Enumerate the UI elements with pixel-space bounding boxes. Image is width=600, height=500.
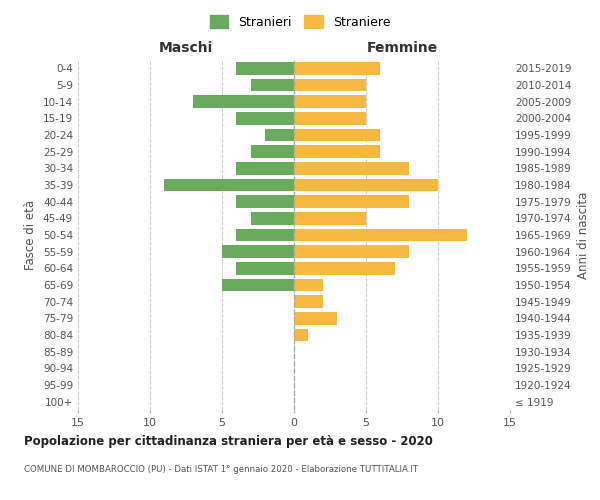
Text: Popolazione per cittadinanza straniera per età e sesso - 2020: Popolazione per cittadinanza straniera p… [24,435,433,448]
Bar [294,96,366,108]
Y-axis label: Anni di nascita: Anni di nascita [577,192,590,278]
Bar [294,212,366,224]
Bar [294,196,409,208]
Bar [236,62,294,74]
Bar [251,212,294,224]
Bar [236,162,294,174]
Bar [294,129,380,141]
Bar [294,262,395,274]
Bar [294,146,380,158]
Bar [236,196,294,208]
Text: Maschi: Maschi [159,41,213,55]
Bar [294,329,308,341]
Bar [236,229,294,241]
Bar [294,62,380,74]
Bar [236,262,294,274]
Bar [294,112,366,124]
Y-axis label: Fasce di età: Fasce di età [25,200,37,270]
Bar [251,146,294,158]
Bar [294,279,323,291]
Legend: Stranieri, Straniere: Stranieri, Straniere [206,11,394,32]
Bar [294,162,409,174]
Bar [222,279,294,291]
Bar [294,229,467,241]
Bar [294,179,438,192]
Bar [265,129,294,141]
Bar [236,112,294,124]
Bar [222,246,294,258]
Bar [294,246,409,258]
Bar [294,296,323,308]
Bar [294,312,337,324]
Text: COMUNE DI MOMBAROCCIO (PU) - Dati ISTAT 1° gennaio 2020 - Elaborazione TUTTITALI: COMUNE DI MOMBAROCCIO (PU) - Dati ISTAT … [24,465,418,474]
Bar [294,79,366,92]
Text: Femmine: Femmine [367,41,437,55]
Bar [193,96,294,108]
Bar [251,79,294,92]
Bar [164,179,294,192]
